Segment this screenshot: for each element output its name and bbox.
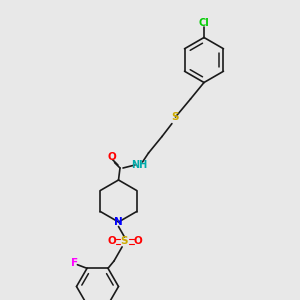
Text: S: S [121,236,128,247]
Text: N: N [114,217,123,227]
Text: S: S [172,112,179,122]
Text: O: O [107,152,116,162]
Text: Cl: Cl [199,18,209,28]
Text: O: O [134,236,142,247]
Text: O: O [107,236,116,247]
Text: NH: NH [131,160,148,170]
Text: F: F [71,258,78,268]
